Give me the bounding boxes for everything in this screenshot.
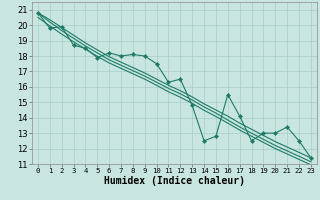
X-axis label: Humidex (Indice chaleur): Humidex (Indice chaleur) (104, 176, 245, 186)
